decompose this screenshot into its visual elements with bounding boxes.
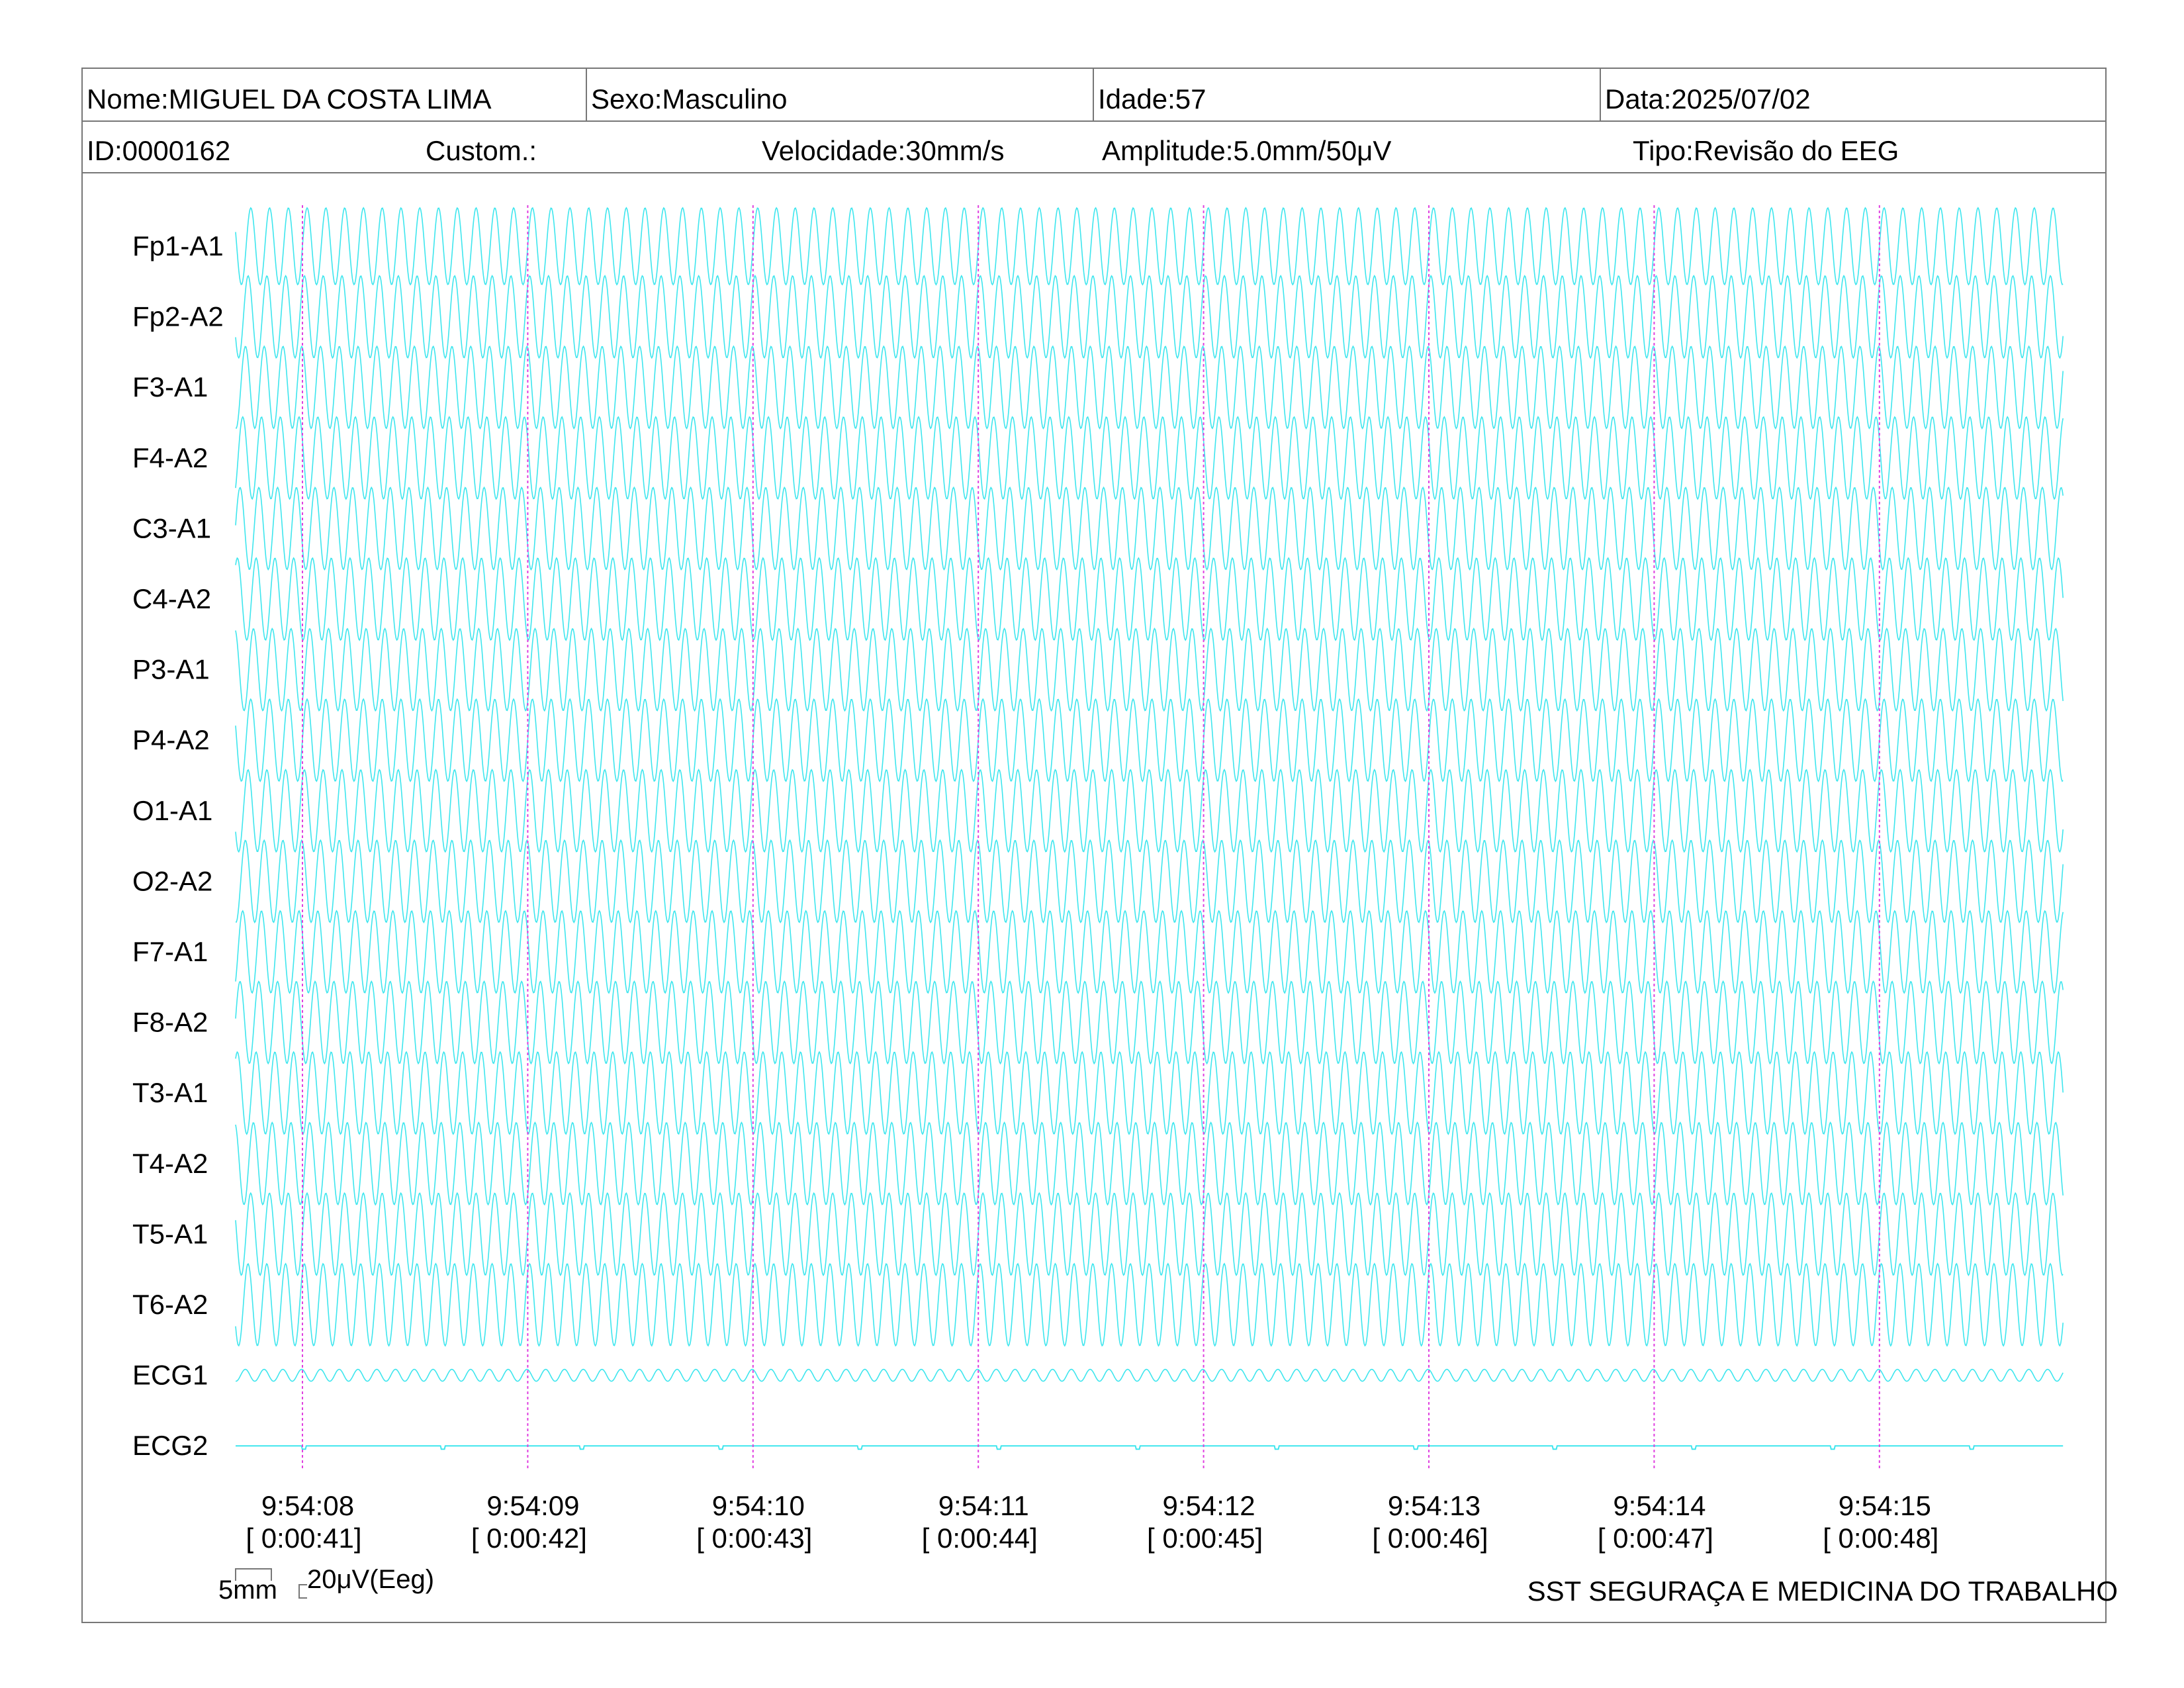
channel-label: O2-A2 bbox=[132, 865, 212, 896]
eeg-traces bbox=[235, 207, 2064, 1450]
channel-label: T3-A1 bbox=[132, 1077, 208, 1108]
channel-label: C4-A2 bbox=[132, 583, 211, 614]
trace-f7-a1 bbox=[235, 910, 2064, 994]
channel-labels: Fp1-A1 Fp2-A2 F3-A1 F4-A2 C3-A1 C4-A2 P3-A1 P4-… bbox=[132, 230, 224, 1461]
trace-ecg1 bbox=[236, 1368, 2064, 1382]
time-mark-clock: 9:54:11 bbox=[938, 1490, 1029, 1521]
channel-label: P3-A1 bbox=[132, 654, 210, 685]
report-frame: Nome:MIGUEL DA COSTA LIMA Sexo:Masculino… bbox=[81, 68, 2107, 1623]
trace-fp2-a2 bbox=[235, 274, 2064, 359]
trace-p3-a1 bbox=[235, 627, 2064, 712]
patient-sex: Sexo:Masculino bbox=[586, 69, 1093, 120]
channel-label: F4-A2 bbox=[132, 442, 208, 473]
recording-speed: Velocidade:30mm/s bbox=[762, 135, 1005, 166]
time-mark-clock: 9:54:15 bbox=[1839, 1490, 1931, 1521]
trace-t6-a2 bbox=[235, 1262, 2064, 1347]
trace-o2-a2 bbox=[235, 839, 2064, 924]
scale-5mm-label: 5mm bbox=[218, 1575, 277, 1605]
header-row-exam: ID:0000162 Custom.: Velocidade:30mm/s Am… bbox=[83, 120, 2105, 173]
channel-label: P4-A2 bbox=[132, 724, 210, 755]
trace-t3-a1 bbox=[235, 1051, 2064, 1135]
channel-label: T4-A2 bbox=[132, 1148, 208, 1179]
exam-date: Data:2025/07/02 bbox=[1600, 69, 2105, 120]
channel-label: ECG2 bbox=[132, 1430, 208, 1461]
channel-label: ECG1 bbox=[132, 1360, 208, 1391]
custom-field: Custom.: bbox=[426, 135, 537, 166]
time-mark-clock: 9:54:08 bbox=[261, 1490, 354, 1521]
time-mark-clock: 9:54:09 bbox=[486, 1490, 579, 1521]
time-mark-elapsed: [ 0:00:48] bbox=[1823, 1523, 1938, 1554]
trace-o1-a1 bbox=[235, 769, 2064, 853]
time-mark-elapsed: [ 0:00:42] bbox=[471, 1523, 587, 1554]
trace-ecg2 bbox=[236, 1445, 2064, 1450]
scale-20uv-label: 20μV(Eeg) bbox=[307, 1565, 435, 1594]
calibration-scale bbox=[235, 1568, 307, 1599]
time-mark-elapsed: [ 0:00:41] bbox=[246, 1523, 361, 1554]
channel-label: T6-A2 bbox=[132, 1289, 208, 1320]
time-mark-clock: 9:54:12 bbox=[1163, 1490, 1255, 1521]
channel-label: Fp2-A2 bbox=[132, 301, 224, 332]
channel-label: F8-A2 bbox=[132, 1007, 208, 1038]
channel-label: T5-A1 bbox=[132, 1218, 208, 1249]
time-mark-elapsed: [ 0:00:47] bbox=[1598, 1523, 1713, 1554]
time-mark-elapsed: [ 0:00:44] bbox=[922, 1523, 1038, 1554]
time-axis-labels: 9:54:08[ 0:00:41] 9:54:09[ 0:00:42] 9:54:1… bbox=[246, 1490, 1938, 1554]
trace-t4-a2 bbox=[235, 1121, 2064, 1206]
recording-amplitude: Amplitude:5.0mm/50μV bbox=[1102, 135, 1392, 166]
trace-c4-a2 bbox=[235, 557, 2064, 641]
patient-id: ID:0000162 bbox=[87, 135, 231, 166]
header-row-patient: Nome:MIGUEL DA COSTA LIMA Sexo:Masculino… bbox=[83, 69, 2105, 122]
time-mark-clock: 9:54:13 bbox=[1388, 1490, 1480, 1521]
trace-c3-a1 bbox=[235, 486, 2064, 571]
time-markers bbox=[302, 205, 1880, 1470]
trace-fp1-a1 bbox=[235, 207, 2064, 286]
channel-label: C3-A1 bbox=[132, 512, 211, 543]
time-mark-clock: 9:54:14 bbox=[1613, 1490, 1706, 1521]
trace-p4-a2 bbox=[235, 698, 2064, 782]
exam-type: Tipo:Revisão do EEG bbox=[1633, 135, 1899, 166]
time-mark-elapsed: [ 0:00:45] bbox=[1147, 1523, 1263, 1554]
channel-label: F7-A1 bbox=[132, 936, 208, 967]
patient-name: Nome:MIGUEL DA COSTA LIMA bbox=[87, 83, 492, 115]
trace-f8-a2 bbox=[235, 980, 2064, 1065]
channel-label: F3-A1 bbox=[132, 371, 208, 402]
time-mark-clock: 9:54:10 bbox=[712, 1490, 805, 1521]
company-name: SST SEGURAÇA E MEDICINA DO TRABALHO bbox=[1527, 1575, 2118, 1607]
trace-f3-a1 bbox=[235, 345, 2064, 430]
trace-f4-a2 bbox=[235, 416, 2064, 500]
patient-age: Idade:57 bbox=[1093, 69, 1600, 120]
time-mark-elapsed: [ 0:00:46] bbox=[1372, 1523, 1488, 1554]
channel-label: Fp1-A1 bbox=[132, 230, 224, 261]
time-mark-elapsed: [ 0:00:43] bbox=[696, 1523, 812, 1554]
channel-label: O1-A1 bbox=[132, 795, 212, 826]
trace-t5-a1 bbox=[235, 1192, 2064, 1277]
